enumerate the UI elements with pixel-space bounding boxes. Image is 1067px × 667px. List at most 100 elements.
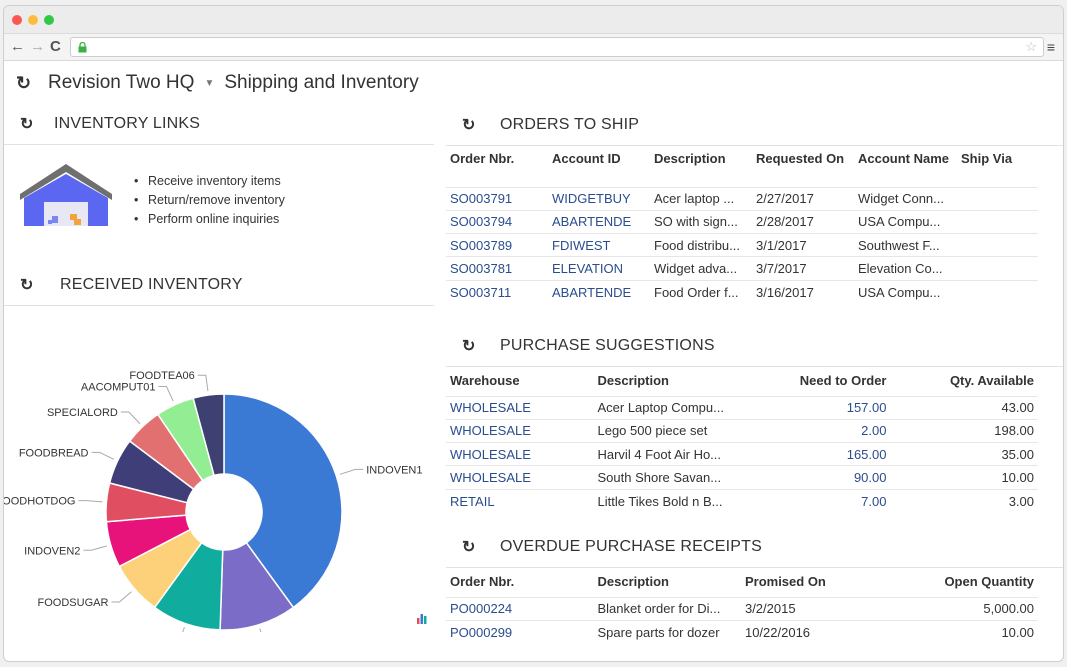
account-id-link[interactable]: ELEVATION (548, 256, 650, 281)
table-row[interactable]: SO003781 ELEVATION Widget adva... 3/7/2017 E… (446, 256, 1038, 281)
order-number-link[interactable]: PO000224 (446, 596, 594, 621)
need-to-order-cell[interactable]: 90.00 (746, 465, 891, 490)
requested-on-cell: 3/7/2017 (752, 256, 854, 281)
requested-on-cell: 2/28/2017 (752, 209, 854, 234)
refresh-icon[interactable]: ↻ (16, 72, 32, 93)
column-header[interactable]: Description (654, 151, 726, 166)
column-header[interactable]: Description (597, 574, 669, 589)
ship-via-cell (957, 256, 1038, 281)
account-id-link[interactable]: ABARTENDE (548, 279, 650, 304)
close-dot[interactable] (12, 15, 22, 25)
warehouse-link[interactable]: WHOLESALE (446, 442, 594, 466)
order-number-link[interactable]: SO003711 (446, 279, 548, 304)
ship-via-cell (957, 186, 1038, 211)
forward-icon[interactable]: → (30, 38, 45, 55)
pie-slice-foodtea06[interactable] (192, 393, 225, 477)
column-header[interactable]: Need to Order (799, 373, 887, 388)
warehouse-link[interactable]: WHOLESALE (446, 418, 594, 443)
back-icon[interactable]: ← (10, 38, 25, 55)
table-row[interactable]: WHOLESALE South Shore Savan... 90.00 10.00 (446, 465, 1038, 490)
refresh-icon[interactable]: ↻ (20, 116, 34, 133)
description-cell: Harvil 4 Foot Air Ho... (593, 442, 747, 466)
account-id-link[interactable]: FDIWEST (548, 233, 650, 257)
order-number-link[interactable]: SO003789 (446, 233, 548, 257)
column-header[interactable]: Description (597, 373, 669, 388)
order-number-link[interactable]: SO003781 (446, 256, 548, 281)
chevron-down-icon[interactable]: ▼ (204, 77, 215, 89)
pie-label: FOODSUGAR (38, 597, 109, 609)
column-header[interactable]: Warehouse (450, 373, 520, 388)
maximize-dot[interactable] (44, 15, 54, 25)
column-header[interactable]: Promised On (744, 574, 826, 589)
purchase-suggestions-header: ↻ PURCHASE SUGGESTIONS (462, 336, 715, 356)
requested-on-cell: 3/1/2017 (752, 233, 854, 257)
need-to-order-cell[interactable]: 7.00 (746, 488, 891, 513)
column-header[interactable]: Open Quantity (944, 574, 1034, 589)
label-leader-line (120, 411, 141, 424)
column-header[interactable]: Order Nbr. (450, 151, 515, 166)
column-header[interactable]: Account ID (552, 151, 621, 166)
label-leader-line (339, 468, 364, 475)
table-row[interactable]: RETAIL Little Tikes Bold n B... 7.00 3.00 (446, 488, 1038, 513)
lock-icon (78, 42, 87, 53)
description-cell: Spare parts for dozer (593, 619, 741, 644)
warehouse-link[interactable]: RETAIL (446, 488, 594, 513)
table-row[interactable]: SO003794 ABARTENDE SO with sign... 2/28/201… (446, 209, 1038, 234)
account-id-link[interactable]: ABARTENDE (548, 209, 650, 234)
column-header[interactable]: Qty. Available (949, 373, 1034, 388)
refresh-icon[interactable]: ↻ (462, 338, 476, 355)
link-receive-inventory[interactable]: Receive inventory items (134, 172, 285, 191)
table-header-row: Order Nbr. Description Promised On Open … (446, 574, 1038, 597)
warehouse-link[interactable]: WHOLESALE (446, 395, 594, 420)
column-header[interactable]: Requested On (756, 151, 845, 166)
account-name-cell: Widget Conn... (854, 186, 957, 211)
table-row[interactable]: WHOLESALE Harvil 4 Foot Air Ho... 165.00 35… (446, 442, 1038, 466)
reload-icon[interactable]: C (50, 38, 61, 55)
open-quantity-cell: 10.00 (893, 619, 1038, 644)
minimize-dot[interactable] (28, 15, 38, 25)
warehouse-link[interactable]: WHOLESALE (446, 465, 594, 490)
menu-icon[interactable]: ≡ (1046, 39, 1055, 55)
description-cell: Food Order f... (650, 279, 752, 304)
widget-title: ORDERS TO SHIP (500, 116, 640, 133)
chart-type-icon[interactable] (416, 612, 428, 624)
refresh-icon[interactable]: ↻ (462, 539, 476, 556)
divider (446, 567, 1063, 568)
table-row[interactable]: PO000299 Spare parts for dozer 10/22/2016 1… (446, 619, 1038, 644)
bookmark-star-icon[interactable]: ☆ (1025, 39, 1037, 54)
table-row[interactable]: SO003789 FDIWEST Food distribu... 3/1/2017 S… (446, 233, 1038, 257)
table-row[interactable]: SO003791 WIDGETBUY Acer laptop ... 2/27/201… (446, 186, 1038, 211)
refresh-icon[interactable]: ↻ (20, 277, 34, 294)
need-to-order-cell[interactable]: 2.00 (746, 418, 891, 443)
table-row[interactable]: WHOLESALE Lego 500 piece set 2.00 198.00 (446, 418, 1038, 443)
address-bar[interactable]: ☆ (70, 37, 1044, 57)
link-online-inquiries[interactable]: Perform online inquiries (134, 210, 285, 229)
account-id-link[interactable]: WIDGETBUY (548, 186, 650, 211)
table-row[interactable]: WHOLESALE Acer Laptop Compu... 157.00 43.00 (446, 395, 1038, 420)
order-number-link[interactable]: SO003794 (446, 209, 548, 234)
refresh-icon[interactable]: ↻ (462, 117, 476, 134)
qty-available-cell: 10.00 (890, 465, 1038, 490)
purchase-suggestions-table: Warehouse Description Need to Order Qty.… (446, 373, 1038, 513)
pie-slice-indoven1[interactable] (223, 393, 343, 609)
order-number-link[interactable]: SO003791 (446, 186, 548, 211)
browser-toolbar: ← → C ☆ ≡ (4, 34, 1063, 61)
inventory-links-list: Receive inventory items Return/remove in… (134, 172, 285, 229)
description-cell: Food distribu... (650, 233, 752, 257)
column-header[interactable]: Ship Via (961, 151, 1013, 166)
description-cell: Lego 500 piece set (593, 418, 747, 443)
widget-title: INVENTORY LINKS (54, 115, 201, 132)
account-name-cell: Elevation Co... (854, 256, 957, 281)
table-row[interactable]: PO000224 Blanket order for Di... 3/2/2015 5… (446, 596, 1038, 621)
table-row[interactable]: SO003711 ABARTENDE Food Order f... 3/16/201… (446, 279, 1038, 304)
need-to-order-cell[interactable]: 157.00 (746, 395, 891, 420)
order-number-link[interactable]: PO000299 (446, 619, 594, 644)
column-header[interactable]: Account Name (858, 151, 950, 166)
page-header: ↻ Revision Two HQ ▼ Shipping and Invento… (16, 68, 419, 98)
pie-label: FOODBREAD (19, 447, 89, 459)
company-selector[interactable]: Revision Two HQ (48, 72, 195, 93)
need-to-order-cell[interactable]: 165.00 (746, 442, 891, 466)
column-header[interactable]: Order Nbr. (450, 574, 515, 589)
label-leader-line (158, 386, 174, 402)
link-return-inventory[interactable]: Return/remove inventory (134, 191, 285, 210)
